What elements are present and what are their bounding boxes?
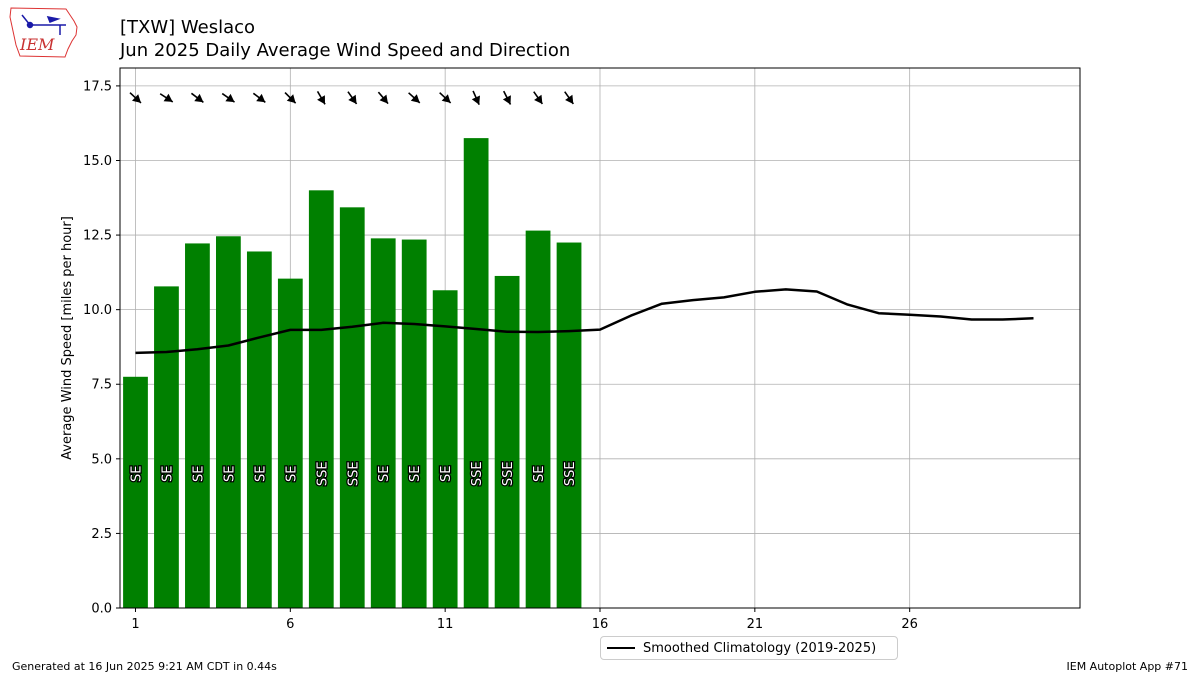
y-tick-label: 5.0 [91, 452, 112, 467]
wind-arrow-head-icon [317, 95, 325, 105]
wind-arrow-head-icon [194, 93, 204, 103]
wind-arrow-day-4 [221, 92, 235, 103]
wind-arrow-day-7 [316, 90, 326, 105]
direction-label-day-4: SE [222, 466, 237, 482]
y-axis-ticks: 0.0 2.5 5.0 7.5 10.0 12.5 15.0 17.5 [83, 79, 120, 617]
climatology-series-line [135, 288, 1034, 355]
wind-arrow-day-12 [471, 90, 480, 106]
x-tick-label: 6 [286, 617, 294, 632]
wind-arrow-head-icon [565, 94, 574, 104]
y-axis-label: Average Wind Speed [miles per hour] [60, 216, 75, 460]
direction-label-day-11: SE [439, 466, 454, 482]
wind-arrow-day-5 [252, 92, 266, 103]
wind-arrow-day-8 [347, 91, 358, 105]
wind-arrow-head-icon [502, 95, 511, 105]
bar-day-12 [463, 138, 489, 608]
direction-label-day-5: SE [253, 466, 268, 482]
wind-arrow-head-icon [441, 94, 451, 103]
bar-day-10 [401, 239, 427, 608]
legend-line-swatch [607, 647, 635, 649]
chart-title: Jun 2025 Daily Average Wind Speed and Di… [120, 40, 571, 61]
bar-day-8 [339, 207, 365, 608]
wind-arrow-day-2 [159, 93, 174, 103]
y-tick-label: 17.5 [83, 79, 112, 94]
bar-day-2 [154, 286, 179, 608]
wind-arrow-head-icon [410, 94, 420, 103]
wind-arrow-head-icon [471, 95, 480, 105]
wind-arrow-head-icon [225, 93, 235, 103]
direction-label-day-6: SE [284, 466, 299, 482]
bar-day-14 [525, 230, 551, 608]
wind-arrow-day-15 [564, 91, 574, 105]
direction-label-day-3: SE [191, 466, 206, 482]
direction-label-day-2: SE [160, 466, 175, 482]
wind-arrow-day-9 [377, 91, 389, 105]
x-tick-label: 21 [747, 617, 764, 632]
direction-label-day-9: SE [377, 466, 392, 482]
bar-day-4 [216, 236, 241, 608]
direction-label-day-12: SSE [470, 461, 485, 486]
y-tick-label: 0.0 [91, 602, 112, 617]
direction-label-day-14: SE [532, 466, 547, 482]
direction-label-day-10: SE [408, 466, 423, 482]
bar-day-7 [308, 190, 334, 608]
direction-label-day-15: SSE [563, 461, 578, 486]
wind-arrow-day-1 [129, 92, 142, 104]
bar-day-5 [246, 251, 272, 609]
x-tick-label: 16 [592, 617, 609, 632]
wind-arrow-day-3 [190, 92, 204, 103]
y-tick-label: 7.5 [91, 378, 112, 393]
bar-day-11 [432, 290, 458, 608]
wind-arrow-head-icon [132, 94, 141, 103]
legend: Smoothed Climatology (2019-2025) [600, 636, 898, 660]
wind-arrow-head-icon [534, 94, 543, 104]
wind-arrow-head-icon [348, 94, 357, 104]
y-tick-label: 12.5 [83, 229, 112, 244]
bar-day-9 [370, 238, 396, 609]
bar-day-6 [277, 278, 303, 608]
wind-arrow-head-icon [379, 94, 388, 104]
x-tick-label: 26 [901, 617, 918, 632]
climatology-line [135, 288, 1034, 355]
wind-arrow-day-6 [284, 91, 297, 104]
direction-arrows [129, 90, 574, 106]
direction-label-day-7: SSE [315, 461, 330, 486]
bar-day-1 [123, 376, 148, 608]
direction-label-day-13: SSE [501, 461, 516, 486]
generated-timestamp: Generated at 16 Jun 2025 9:21 AM CDT in … [12, 660, 277, 673]
y-tick-label: 2.5 [91, 527, 112, 542]
weather-station-icon [21, 14, 66, 35]
wind-arrow-day-13 [502, 90, 512, 105]
wind-arrow-day-14 [533, 91, 544, 105]
x-tick-label: 11 [437, 617, 454, 632]
x-axis-ticks: 1 6 11 16 21 26 [131, 608, 918, 632]
autoplot-app-label: IEM Autoplot App #71 [1066, 660, 1189, 673]
wind-arrow-head-icon [256, 93, 266, 103]
wind-arrow-head-icon [286, 94, 296, 104]
logo-text: IEM [19, 35, 55, 54]
iem-logo: IEM [9, 7, 78, 58]
chart-title-station: [TXW] Weslaco [120, 17, 256, 38]
wind-arrow-day-10 [408, 92, 421, 104]
bars [123, 138, 582, 609]
bar-day-15 [556, 242, 582, 608]
direction-labels: SE SE SE SE SE SE SSE SSE SE SE SE SSE SSE SE SSE [128, 460, 579, 487]
wind-arrow-day-11 [439, 92, 452, 104]
legend-label: Smoothed Climatology (2019-2025) [643, 640, 877, 656]
y-tick-label: 15.0 [83, 154, 112, 169]
direction-label-day-1: SE [129, 466, 144, 482]
y-tick-label: 10.0 [83, 303, 112, 318]
bar-day-13 [494, 275, 520, 608]
bar-day-3 [185, 243, 210, 608]
wind-arrow-head-icon [163, 93, 173, 102]
direction-label-day-8: SSE [346, 461, 361, 486]
x-tick-label: 1 [131, 617, 139, 632]
